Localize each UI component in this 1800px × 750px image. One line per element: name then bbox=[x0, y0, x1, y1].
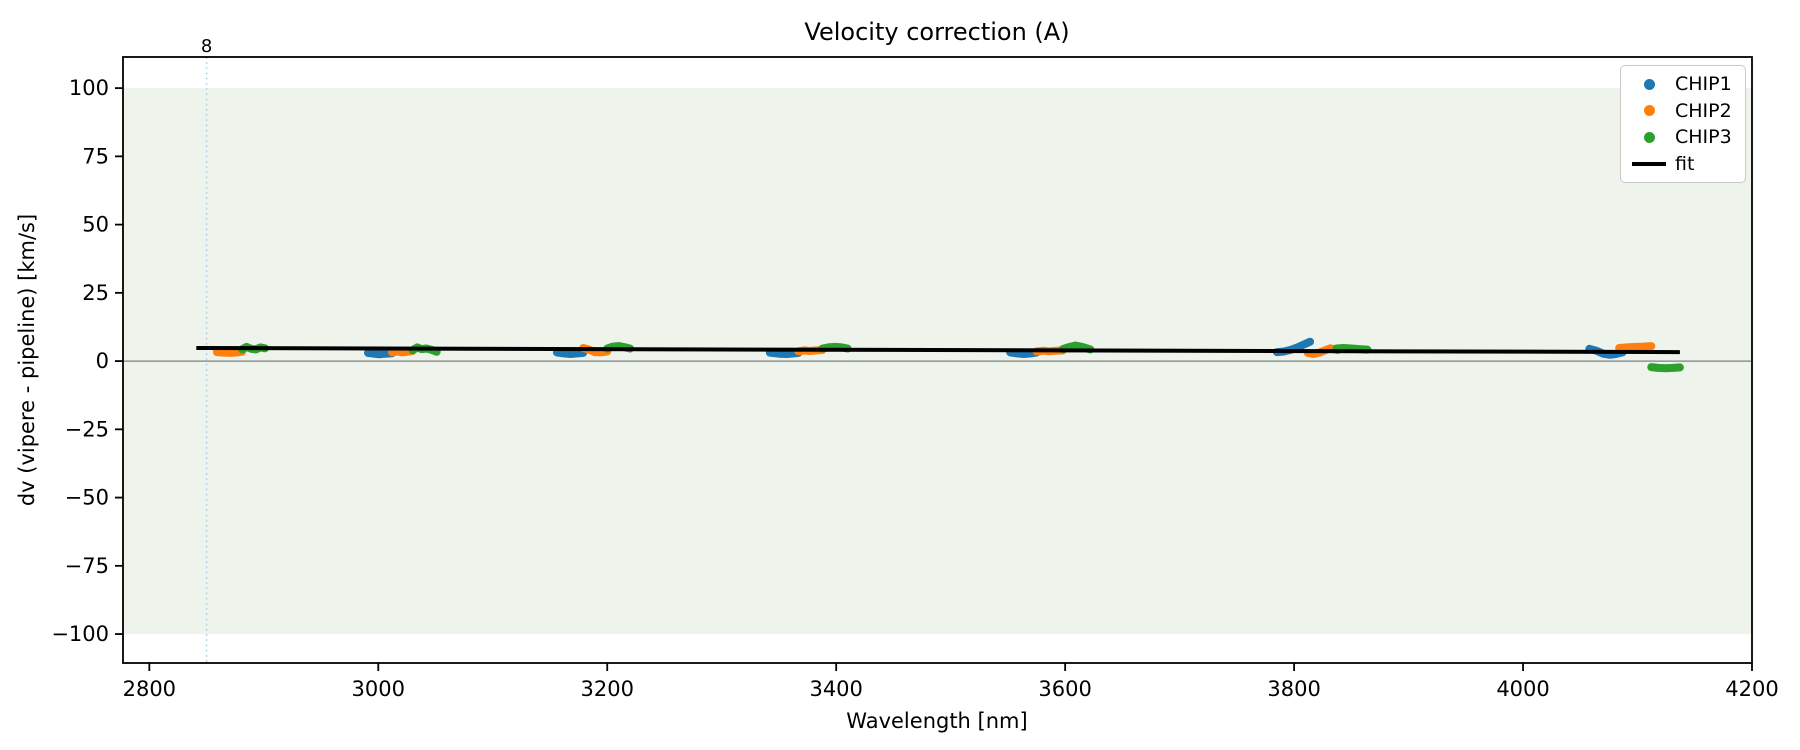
axes-spines bbox=[122, 56, 1753, 664]
y-tick-label: 75 bbox=[82, 144, 109, 168]
chip2-marker-icon bbox=[1629, 105, 1669, 117]
x-axis-label: Wavelength [nm] bbox=[846, 709, 1027, 733]
chart-title: Velocity correction (A) bbox=[804, 18, 1069, 46]
chip2-points bbox=[1615, 342, 1656, 352]
legend-label: CHIP2 bbox=[1675, 99, 1732, 122]
legend-label: CHIP3 bbox=[1675, 126, 1732, 149]
x-tick-label: 4200 bbox=[1725, 677, 1778, 701]
chip2-points bbox=[212, 347, 247, 357]
x-tick-label: 3400 bbox=[809, 677, 862, 701]
x-tick-label: 3000 bbox=[352, 677, 405, 701]
chip3-points bbox=[1647, 363, 1684, 373]
y-tick-label: −100 bbox=[51, 622, 109, 646]
x-tick-label: 3800 bbox=[1267, 677, 1320, 701]
y-tick-label: 100 bbox=[69, 76, 109, 100]
x-tick-label: 3200 bbox=[581, 677, 634, 701]
y-tick-label: 50 bbox=[82, 213, 109, 237]
y-axis-label: dv (vipere - pipeline) [km/s] bbox=[15, 214, 39, 506]
chip1-points bbox=[1006, 348, 1041, 358]
legend-item-chip1: CHIP1 bbox=[1629, 71, 1737, 97]
y-tick-label: −25 bbox=[65, 417, 109, 441]
chip3-points bbox=[1058, 341, 1095, 354]
legend-item-chip2: CHIP2 bbox=[1629, 98, 1737, 124]
fit-line bbox=[196, 346, 1680, 355]
legend-item-fit: fit bbox=[1629, 151, 1737, 177]
order-vline-label: 8 bbox=[201, 36, 212, 57]
chip1-points bbox=[765, 348, 803, 358]
y-tick-label: −50 bbox=[65, 486, 109, 510]
y-tick-label: 25 bbox=[82, 281, 109, 305]
fit-marker-icon bbox=[1629, 161, 1669, 166]
legend-label: CHIP1 bbox=[1675, 73, 1732, 96]
chip1-points bbox=[364, 348, 396, 359]
x-tick-label: 2800 bbox=[123, 677, 176, 701]
legend-item-chip3: CHIP3 bbox=[1629, 124, 1737, 150]
x-tick-label: 3600 bbox=[1038, 677, 1091, 701]
legend: CHIP1 CHIP2 CHIP3 fit bbox=[1620, 65, 1746, 183]
chip3-marker-icon bbox=[1629, 131, 1669, 143]
y-tick-label: −75 bbox=[65, 554, 109, 578]
chip1-marker-icon bbox=[1629, 78, 1669, 90]
y-tick-label: 0 bbox=[96, 349, 109, 373]
legend-label: fit bbox=[1675, 152, 1695, 175]
x-tick-label: 4000 bbox=[1496, 677, 1549, 701]
chip1-points bbox=[552, 348, 588, 358]
